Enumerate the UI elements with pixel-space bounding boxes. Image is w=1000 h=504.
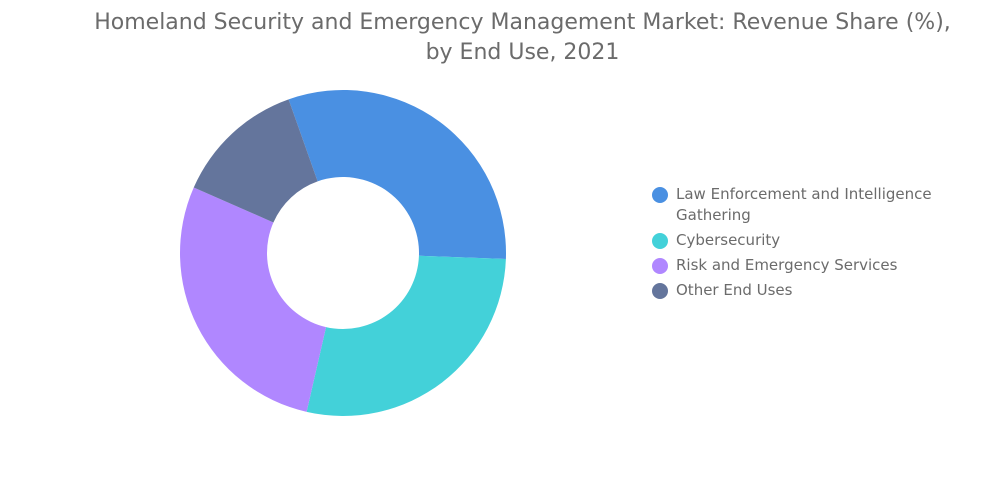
legend-item-law-enforcement[interactable]: Law Enforcement and Intelligence Gatheri…: [652, 184, 952, 226]
chart-title-line-1: Homeland Security and Emergency Manageme…: [94, 10, 951, 35]
legend-swatch-cybersecurity: [652, 233, 668, 249]
legend-swatch-risk-emergency: [652, 258, 668, 274]
legend-item-cybersecurity[interactable]: Cybersecurity: [652, 230, 952, 251]
legend-swatch-law-enforcement: [652, 187, 668, 203]
slice-risk-emergency[interactable]: [179, 187, 327, 412]
slice-cybersecurity[interactable]: [306, 255, 506, 416]
legend-label-cybersecurity: Cybersecurity: [676, 231, 781, 249]
slice-law-enforcement[interactable]: [288, 90, 506, 259]
chart-title-line-2: by End Use, 2021: [425, 40, 620, 65]
legend-item-other-end-uses[interactable]: Other End Uses: [652, 280, 952, 301]
chart-title: Homeland Security and Emergency Manageme…: [0, 8, 1000, 68]
legend-item-risk-emergency[interactable]: Risk and Emergency Services: [652, 255, 952, 276]
legend-label-risk-emergency: Risk and Emergency Services: [676, 256, 898, 274]
legend-label-other-end-uses: Other End Uses: [676, 281, 793, 299]
legend: Law Enforcement and Intelligence Gatheri…: [652, 184, 952, 305]
legend-label-law-enforcement: Law Enforcement and Intelligence Gatheri…: [676, 185, 932, 224]
slice-other-end-uses[interactable]: [193, 99, 318, 223]
legend-swatch-other-end-uses: [652, 283, 668, 299]
